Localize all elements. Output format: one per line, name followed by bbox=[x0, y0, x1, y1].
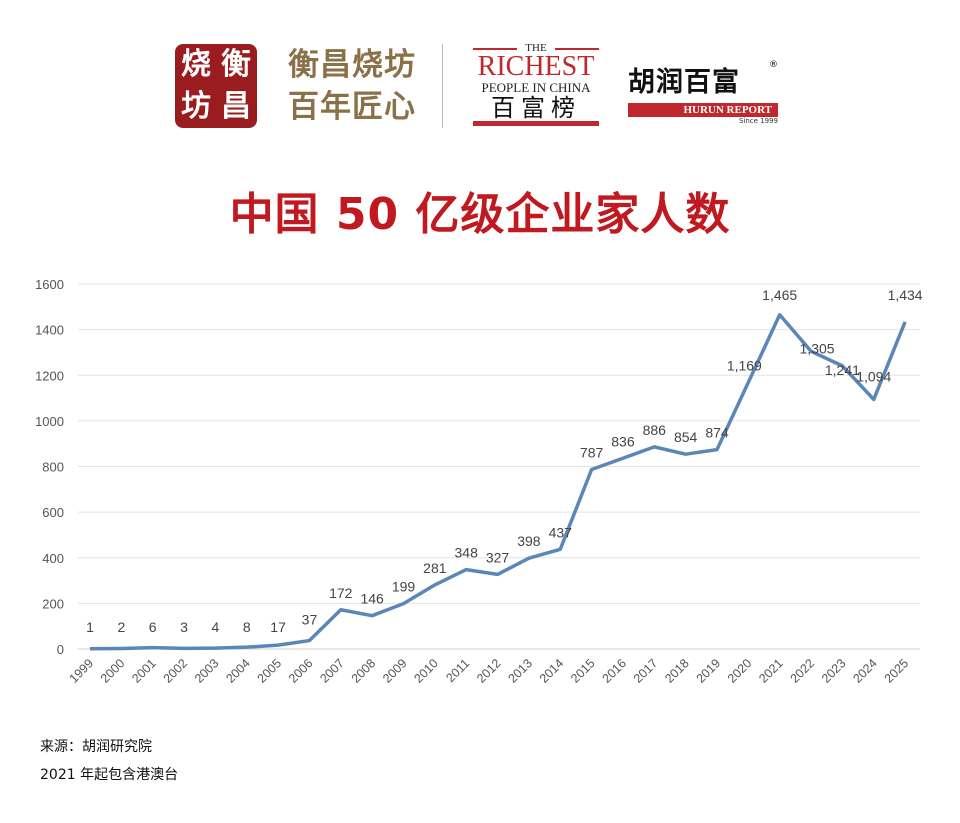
data-label: 327 bbox=[486, 549, 510, 565]
brand-line2: 百年匠心 bbox=[288, 89, 416, 125]
logo-divider bbox=[442, 44, 443, 128]
hengchang-seal-logo: 烧衡坊昌 bbox=[175, 44, 257, 128]
data-label: 348 bbox=[455, 545, 479, 561]
brand-line1: 衡昌烧坊 bbox=[288, 47, 416, 83]
x-tick-label: 2001 bbox=[129, 656, 159, 686]
x-tick-label: 2019 bbox=[694, 656, 724, 686]
data-label: 874 bbox=[705, 425, 729, 441]
data-label: 787 bbox=[580, 444, 604, 460]
footnote: 2021 年起包含港澳台 bbox=[40, 767, 179, 783]
y-tick-label: 1400 bbox=[35, 323, 64, 338]
richest-cn: 百富榜 bbox=[491, 94, 581, 122]
hurun-since: Since 1999 bbox=[738, 117, 778, 125]
hurun-report-logo: ® 胡润百富 HURUN REPORT Since 1999 bbox=[628, 60, 778, 125]
data-label: 886 bbox=[643, 422, 667, 438]
y-tick-label: 200 bbox=[42, 596, 64, 611]
x-tick-label: 2023 bbox=[819, 656, 849, 686]
x-tick-label: 2014 bbox=[537, 656, 567, 686]
seal-char: 烧 bbox=[181, 47, 211, 82]
x-tick-label: 2007 bbox=[317, 656, 347, 686]
x-tick-label: 2024 bbox=[850, 656, 880, 686]
x-tick-label: 2005 bbox=[255, 656, 285, 686]
data-label: 281 bbox=[423, 560, 447, 576]
y-tick-label: 1000 bbox=[35, 414, 64, 429]
data-label: 2 bbox=[117, 619, 125, 635]
x-tick-label: 2010 bbox=[411, 656, 441, 686]
y-tick-label: 600 bbox=[42, 505, 64, 520]
data-label: 6 bbox=[149, 619, 157, 635]
data-label: 146 bbox=[360, 591, 384, 607]
data-label: 1,241 bbox=[825, 362, 860, 378]
seal-char: 衡 bbox=[221, 47, 251, 82]
hurun-report-bar: HURUN REPORT bbox=[628, 103, 778, 117]
x-tick-label: 2012 bbox=[474, 656, 504, 686]
data-label: 37 bbox=[302, 612, 318, 628]
data-label: 1,434 bbox=[888, 287, 923, 303]
data-label: 1 bbox=[86, 619, 94, 635]
x-tick-label: 2017 bbox=[631, 656, 661, 686]
x-tick-label: 2003 bbox=[192, 656, 222, 686]
x-tick-label: 2015 bbox=[568, 656, 598, 686]
y-tick-label: 800 bbox=[42, 460, 64, 475]
x-tick-label: 2004 bbox=[223, 656, 253, 686]
y-tick-label: 400 bbox=[42, 551, 64, 566]
x-tick-label: 2006 bbox=[286, 656, 316, 686]
richest-bar bbox=[473, 121, 599, 126]
x-tick-label: 2025 bbox=[882, 656, 912, 686]
data-label: 8 bbox=[243, 619, 251, 635]
seal-char: 坊 bbox=[181, 89, 211, 124]
data-label: 3 bbox=[180, 619, 188, 635]
x-tick-label: 2009 bbox=[380, 656, 410, 686]
y-tick-label: 0 bbox=[57, 642, 64, 657]
data-label: 437 bbox=[549, 524, 573, 540]
hurun-cn: 胡润百富 bbox=[628, 67, 740, 98]
x-tick-label: 2002 bbox=[161, 656, 191, 686]
logos-header: 烧衡坊昌 衡昌烧坊 百年匠心 THE RICHEST PEOPLE IN CHI… bbox=[170, 40, 790, 135]
data-label: 854 bbox=[674, 429, 698, 445]
x-tick-label: 2020 bbox=[725, 656, 755, 686]
data-label: 1,465 bbox=[762, 287, 797, 303]
x-tick-label: 1999 bbox=[67, 656, 97, 686]
data-label: 4 bbox=[212, 619, 220, 635]
x-tick-label: 2016 bbox=[600, 656, 630, 686]
x-tick-label: 2022 bbox=[788, 656, 818, 686]
x-tick-label: 2008 bbox=[349, 656, 379, 686]
data-label: 199 bbox=[392, 579, 416, 595]
source-note: 来源：胡润研究院 bbox=[40, 739, 152, 755]
x-tick-label: 2021 bbox=[756, 656, 786, 686]
registered-mark: ® bbox=[769, 60, 778, 70]
data-label: 172 bbox=[329, 585, 353, 601]
data-label: 1,169 bbox=[727, 357, 762, 373]
data-label: 17 bbox=[270, 619, 286, 635]
x-tick-label: 2018 bbox=[662, 656, 692, 686]
hengchang-brand-logo: 衡昌烧坊 百年匠心 bbox=[288, 44, 416, 128]
x-tick-label: 2000 bbox=[98, 656, 128, 686]
data-label: 1,305 bbox=[800, 340, 835, 356]
richest-big: RICHEST bbox=[477, 51, 595, 82]
richest-the: THE bbox=[473, 42, 599, 54]
richest-people: PEOPLE IN CHINA bbox=[481, 80, 591, 95]
x-tick-label: 2011 bbox=[443, 656, 472, 685]
data-label: 398 bbox=[517, 533, 541, 549]
richest-people-logo: THE RICHEST PEOPLE IN CHINA 百富榜 bbox=[473, 42, 599, 126]
data-line bbox=[89, 313, 907, 651]
data-label: 1,094 bbox=[856, 368, 891, 384]
chart-title: 中国 50 亿级企业家人数 bbox=[229, 189, 731, 240]
y-tick-label: 1200 bbox=[35, 368, 64, 383]
data-label: 836 bbox=[611, 433, 635, 449]
x-tick-label: 2013 bbox=[505, 656, 535, 686]
y-tick-label: 1600 bbox=[35, 277, 64, 292]
seal-char: 昌 bbox=[221, 89, 251, 124]
